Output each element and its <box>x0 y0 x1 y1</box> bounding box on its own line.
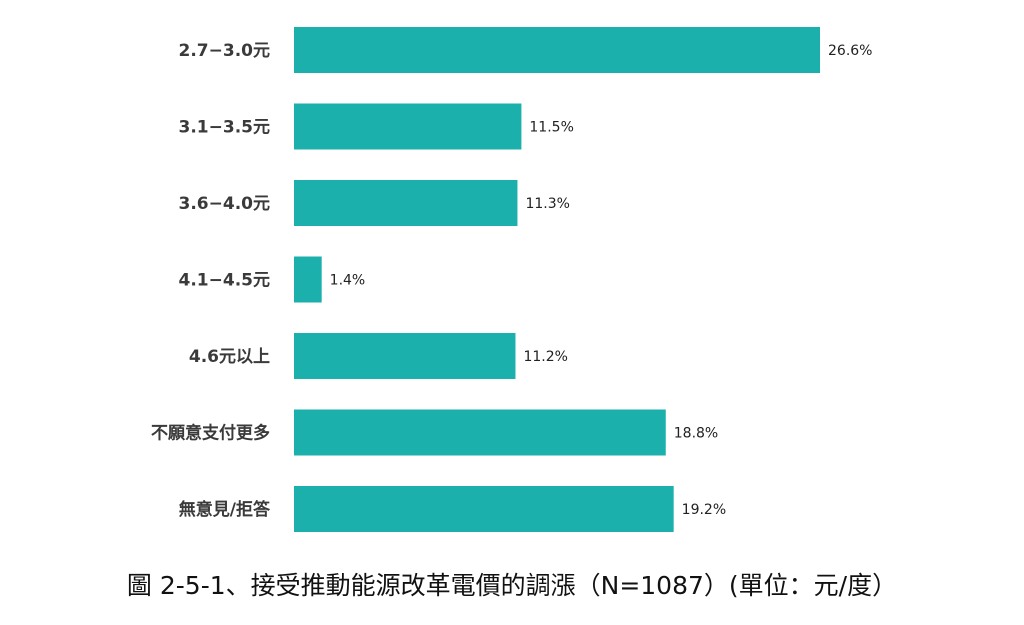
chart-caption: 圖 2-5-1、接受推動能源改革電價的調漲（N=1087）(單位：元/度） <box>126 571 898 600</box>
value-label-0: 26.6% <box>828 43 872 59</box>
bar-6 <box>294 486 674 532</box>
bar-3 <box>294 256 322 303</box>
value-label-2: 11.3% <box>525 196 569 212</box>
bar-chart-svg: 2.7−3.0元 26.6% 3.1−3.5元 11.5% 3.6−4.0元 11.3% 4… <box>151 27 872 532</box>
value-label-4: 11.2% <box>523 349 567 365</box>
category-label-0: 2.7−3.0元 <box>179 41 270 61</box>
category-label-5: 不願意支付更多 <box>151 423 270 444</box>
value-label-5: 18.8% <box>674 426 718 442</box>
bar-4 <box>294 333 516 379</box>
bar-1 <box>294 103 522 150</box>
value-label-1: 11.5% <box>529 120 573 136</box>
value-label-3: 1.4% <box>330 273 366 289</box>
category-label-1: 3.1−3.5元 <box>179 118 270 138</box>
bar-2 <box>294 180 518 226</box>
bar-5 <box>294 409 666 456</box>
value-label-6: 19.2% <box>682 502 726 518</box>
category-label-4: 4.6元以上 <box>189 347 270 367</box>
category-label-6: 無意見/拒答 <box>179 499 271 520</box>
bar-0 <box>294 27 820 73</box>
category-label-2: 3.6−4.0元 <box>179 194 270 214</box>
category-label-3: 4.1−4.5元 <box>179 271 270 291</box>
